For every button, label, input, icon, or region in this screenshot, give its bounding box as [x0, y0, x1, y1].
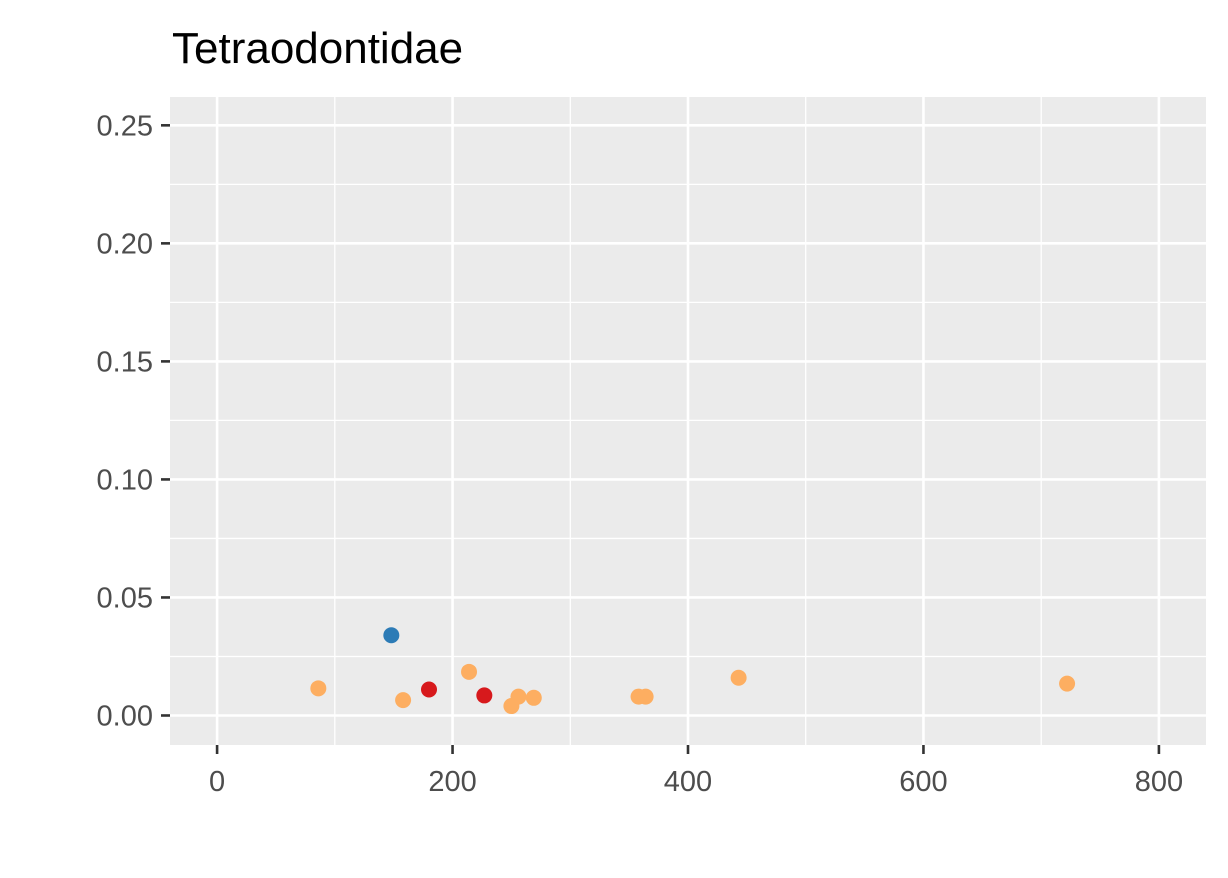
y-tick-label: 0.05: [97, 582, 153, 614]
y-axis: 0.00 0.05 0.10 0.15 0.20 0.25: [97, 110, 170, 732]
x-tick-label: 0: [209, 766, 225, 798]
grid-major: [170, 97, 1206, 745]
data-point: [525, 689, 542, 706]
y-tick-label: 0.25: [97, 110, 153, 142]
chart-title: Tetraodontidae: [172, 24, 463, 73]
data-point: [476, 687, 493, 704]
x-tick-label: 600: [899, 766, 947, 798]
data-point: [510, 688, 527, 705]
y-tick-label: 0.15: [97, 346, 153, 378]
y-tick-label: 0.00: [97, 700, 153, 732]
x-tick-label: 400: [664, 766, 712, 798]
data-point: [637, 688, 654, 705]
data-point: [421, 681, 437, 698]
data-point: [730, 669, 747, 686]
x-tick-label: 200: [428, 766, 476, 798]
x-tick-label: 800: [1135, 766, 1183, 798]
data-point: [310, 680, 327, 697]
data-point: [461, 663, 478, 680]
y-tick-label: 0.20: [97, 228, 153, 260]
data-point: [383, 627, 400, 644]
data-points: [310, 627, 1076, 715]
data-point: [1059, 675, 1076, 692]
y-tick-label: 0.10: [97, 464, 153, 496]
x-axis: 0 200 400 600 800: [209, 745, 1183, 798]
data-point: [395, 692, 412, 709]
